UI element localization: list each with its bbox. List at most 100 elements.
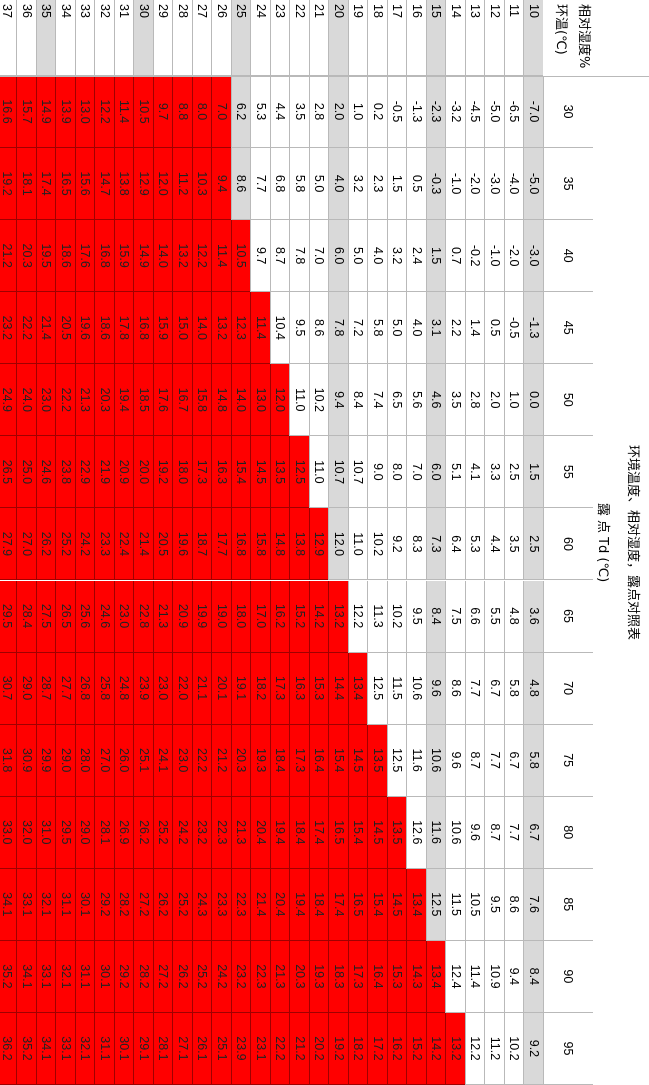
humidity-column-header: 75 (543, 724, 593, 797)
dewpoint-cell: 22.3 (231, 868, 251, 941)
humidity-column-header: 40 (543, 220, 593, 293)
dewpoint-cell: 1.5 (523, 436, 543, 509)
dewpoint-cell: 9.4 (328, 364, 348, 437)
dewpoint-cell: 16.8 (94, 220, 114, 293)
dewpoint-cell: 7.4 (367, 364, 387, 437)
dewpoint-cell: -4.5 (465, 76, 485, 149)
dewpoint-cell: 16.4 (367, 940, 387, 1013)
dewpoint-cell: 10.5 (133, 76, 153, 149)
dewpoint-cell: 13.4 (406, 868, 426, 941)
dewpoint-cell: 4.1 (465, 436, 485, 509)
dewpoint-cell: 10.6 (426, 724, 446, 797)
dewpoint-cell: 10.6 (445, 796, 465, 869)
dewpoint-cell: 17.3 (348, 940, 368, 1013)
dewpoint-cell: 20.5 (153, 508, 173, 581)
dewpoint-cell: 12.9 (309, 508, 329, 581)
dewpoint-cell: 19.9 (192, 580, 212, 653)
dewpoint-cell: 33.0 (0, 796, 17, 869)
dewpoint-cell: 13.8 (289, 508, 309, 581)
dewpoint-cell: 10.3 (192, 148, 212, 221)
dewpoint-cell: 6.4 (445, 508, 465, 581)
dewpoint-cell: 6.7 (484, 652, 504, 725)
dewpoint-cell: 13.0 (75, 76, 95, 149)
dewpoint-cell: 30.7 (0, 652, 17, 725)
dewpoint-cell: 12.2 (94, 76, 114, 149)
dewpoint-cell: 11.0 (309, 436, 329, 509)
dewpoint-cell: 24.2 (172, 796, 192, 869)
dewpoint-cell: 24.8 (114, 652, 134, 725)
dewpoint-cell: 26.2 (153, 868, 173, 941)
dewpoint-cell: 17.7 (211, 508, 231, 581)
dewpoint-cell: 20.4 (270, 868, 290, 941)
dewpoint-cell: 6.7 (523, 796, 543, 869)
dewpoint-cell: 10.9 (484, 940, 504, 1013)
dewpoint-cell: 16.6 (0, 76, 17, 149)
dewpoint-cell: 12.0 (328, 508, 348, 581)
dewpoint-cell: 1.0 (348, 76, 368, 149)
dewpoint-cell: 18.7 (192, 508, 212, 581)
dewpoint-cell: 21.3 (153, 580, 173, 653)
dewpoint-cell: 27.5 (36, 580, 56, 653)
dewpoint-cell: 9.7 (250, 220, 270, 293)
dewpoint-cell: 8.6 (231, 148, 251, 221)
temperature-cell: 28 (172, 0, 192, 76)
dewpoint-cell: -0.2 (465, 220, 485, 293)
dewpoint-cell: 30.1 (114, 1012, 134, 1085)
temperature-cell: 26 (211, 0, 231, 76)
dewpoint-cell: 11.6 (426, 796, 446, 869)
dewpoint-cell: 20.9 (172, 580, 192, 653)
dewpoint-cell: 13.2 (445, 1012, 465, 1085)
temperature-cell: 35 (36, 0, 56, 76)
dewpoint-cell: 19.2 (153, 436, 173, 509)
dewpoint-cell: 13.4 (348, 652, 368, 725)
dewpoint-cell: 22.0 (172, 652, 192, 725)
dewpoint-cell: 27.7 (55, 652, 75, 725)
temperature-cell: 19 (348, 0, 368, 76)
temperature-cell: 10 (523, 0, 543, 76)
dewpoint-cell: 22.3 (250, 940, 270, 1013)
dewpoint-cell: 23.8 (55, 436, 75, 509)
temperature-cell: 22 (289, 0, 309, 76)
dewpoint-cell: 27.9 (0, 508, 17, 581)
dewpoint-cell: 12.5 (289, 436, 309, 509)
dewpoint-cell: 5.8 (504, 652, 524, 725)
dewpoint-cell: 7.2 (348, 292, 368, 365)
dewpoint-cell: 14.0 (192, 292, 212, 365)
dewpoint-cell: 15.4 (328, 724, 348, 797)
humidity-column-header: 95 (543, 1012, 593, 1085)
temperature-cell: 33 (75, 0, 95, 76)
dewpoint-cell: -4.0 (504, 148, 524, 221)
dewpoint-cell: 6.5 (387, 364, 407, 437)
dewpoint-cell: 13.5 (270, 436, 290, 509)
dewpoint-cell: 21.2 (289, 1012, 309, 1085)
dewpoint-cell: 32.1 (36, 868, 56, 941)
dewpoint-cell: 26.8 (75, 652, 95, 725)
dewpoint-cell: 30.1 (94, 940, 114, 1013)
dewpoint-cell: 14.9 (36, 76, 56, 149)
dewpoint-cell: 23.2 (0, 292, 17, 365)
dewpoint-cell: 32.1 (55, 940, 75, 1013)
dewpoint-cell: 5.8 (367, 292, 387, 365)
dewpoint-cell: 6.0 (328, 220, 348, 293)
humidity-column-header: 65 (543, 580, 593, 653)
dewpoint-cell: 19.2 (328, 1012, 348, 1085)
dewpoint-cell: 0.5 (406, 148, 426, 221)
dewpoint-cell: 29.0 (75, 796, 95, 869)
dewpoint-cell: 8.4 (426, 580, 446, 653)
dewpoint-cell: 5.0 (348, 220, 368, 293)
dewpoint-cell: 4.0 (328, 148, 348, 221)
dewpoint-cell: 2.5 (504, 436, 524, 509)
dewpoint-cell: 10.2 (387, 580, 407, 653)
dewpoint-cell: 19.4 (289, 868, 309, 941)
dewpoint-cell: 17.3 (270, 652, 290, 725)
dewpoint-cell: 26.0 (114, 724, 134, 797)
dewpoint-cell: 20.3 (289, 940, 309, 1013)
temperature-cell: 15 (426, 0, 446, 76)
dewpoint-cell: 6.8 (270, 148, 290, 221)
dewpoint-cell: 16.8 (133, 292, 153, 365)
dewpoint-cell: 5.0 (309, 148, 329, 221)
dewpoint-cell: 25.2 (55, 508, 75, 581)
dewpoint-cell: 9.6 (426, 652, 446, 725)
dewpoint-cell: -2.0 (504, 220, 524, 293)
dewpoint-cell: -7.0 (523, 76, 543, 149)
